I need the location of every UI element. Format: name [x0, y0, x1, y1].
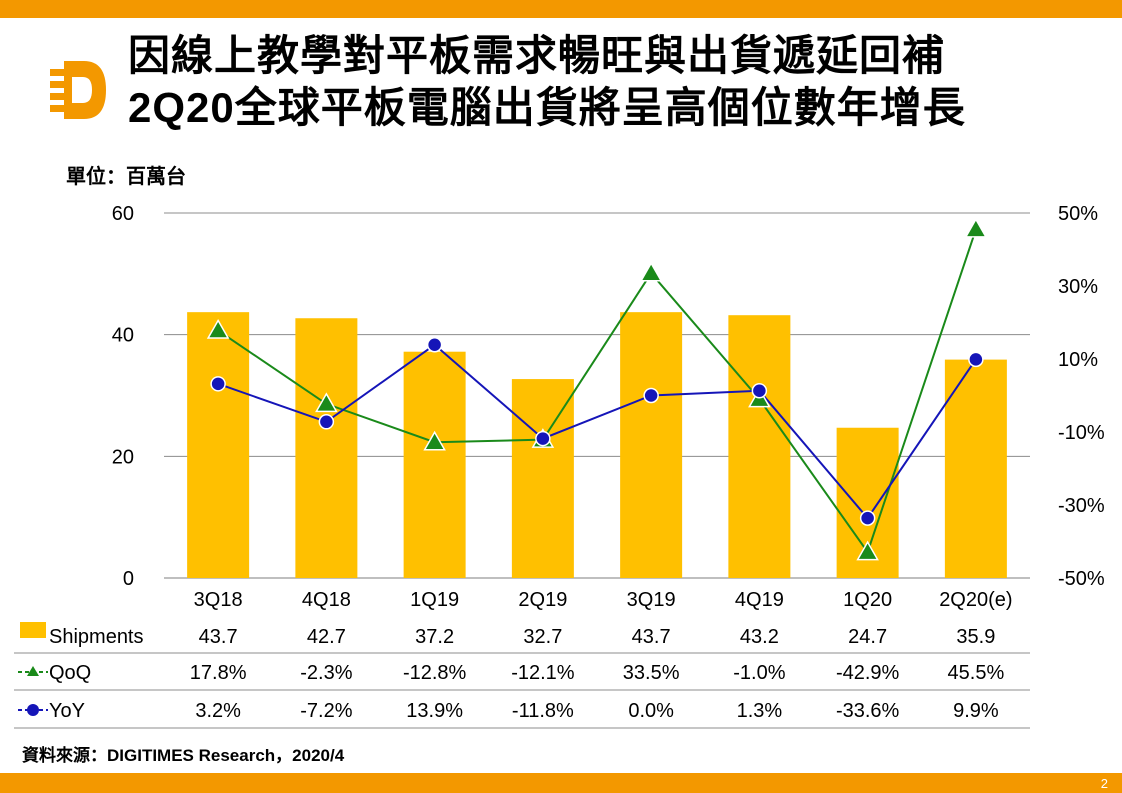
marker-qoq	[639, 261, 663, 282]
table-cell-qoq: -12.1%	[511, 662, 575, 684]
bar-shipments	[295, 318, 358, 578]
page-title: 因線上教學對平板需求暢旺與出貨遞延回補 2Q20全球平板電腦出貨將呈高個位數年增…	[128, 30, 1108, 134]
table-cell-shipments: 42.7	[307, 626, 346, 648]
y-left-tick-label: 0	[123, 568, 134, 590]
x-tick-label: 2Q19	[518, 589, 567, 611]
legend-marker-qoq	[27, 666, 39, 676]
table-cell-shipments: 43.7	[632, 626, 671, 648]
marker-qoq	[964, 217, 988, 238]
y-right-tick-label: -10%	[1058, 422, 1105, 444]
table-cell-yoy: 0.0%	[628, 700, 674, 722]
unit-label: 單位：百萬台	[66, 166, 186, 188]
legend-swatch-shipments	[20, 622, 46, 638]
table-cell-shipments: 24.7	[848, 626, 887, 648]
legend-label-qoq: QoQ	[49, 662, 91, 684]
x-tick-label: 2Q20(e)	[939, 589, 1012, 611]
y-right-tick-label: -30%	[1058, 495, 1105, 517]
x-tick-label: 1Q19	[410, 589, 459, 611]
bottom-accent-bar	[0, 773, 1122, 793]
x-tick-label: 3Q18	[194, 589, 243, 611]
table-cell-yoy: -33.6%	[836, 700, 900, 722]
marker-yoy	[643, 387, 659, 404]
y-right-tick-label: 10%	[1058, 349, 1098, 371]
marker-qoq	[423, 430, 446, 451]
table-cell-qoq: -2.3%	[300, 662, 352, 684]
y-right-tick-label: 30%	[1058, 276, 1098, 298]
x-tick-label: 4Q19	[735, 589, 784, 611]
table-cell-shipments: 43.2	[740, 626, 779, 648]
x-tick-label: 4Q18	[302, 589, 351, 611]
line-yoy	[217, 343, 977, 520]
source-note: 資料來源：DIGITIMES Research，2020/4	[22, 746, 345, 765]
table-cell-yoy: 13.9%	[406, 700, 463, 722]
x-tick-label: 3Q19	[627, 589, 676, 611]
y-left-tick-label: 60	[112, 203, 134, 225]
table-cell-qoq: 33.5%	[623, 662, 680, 684]
y-right-tick-label: 50%	[1058, 203, 1098, 225]
bar-shipments	[728, 315, 791, 578]
table-cell-shipments: 43.7	[199, 626, 238, 648]
table-cell-yoy: 9.9%	[953, 700, 999, 722]
marker-yoy	[210, 376, 226, 392]
title-line-2: 2Q20全球平板電腦出貨將呈高個位數年增長	[128, 84, 966, 131]
table-cell-yoy: 3.2%	[195, 700, 241, 722]
y-right-tick-label: -50%	[1058, 568, 1105, 590]
marker-yoy	[535, 430, 551, 447]
marker-yoy	[751, 383, 768, 399]
y-left-tick-label: 20	[112, 446, 134, 468]
top-accent-bar	[0, 0, 1122, 18]
page-number: 2	[1100, 776, 1108, 791]
line-qoq	[217, 229, 977, 555]
bar-shipments	[511, 379, 574, 578]
table-cell-qoq: 17.8%	[190, 662, 247, 684]
marker-yoy	[426, 337, 443, 353]
legend-label-yoy: YoY	[49, 700, 85, 722]
marker-yoy	[318, 414, 335, 430]
marker-qoq	[206, 319, 230, 339]
x-tick-label: 1Q20	[843, 589, 892, 611]
marker-yoy	[859, 510, 876, 526]
table-cell-qoq: 45.5%	[948, 662, 1005, 684]
marker-qoq	[856, 540, 879, 561]
table-cell-yoy: -11.8%	[512, 700, 574, 722]
table-cell-qoq: -1.0%	[733, 662, 785, 684]
title-line-1: 因線上教學對平板需求暢旺與出貨遞延回補	[128, 32, 946, 79]
table-cell-shipments: 35.9	[956, 626, 995, 648]
y-left-tick-label: 40	[112, 325, 134, 347]
bar-shipments	[944, 359, 1007, 578]
legend-label-shipments: Shipments	[49, 626, 144, 648]
marker-qoq	[315, 392, 338, 413]
table-cell-qoq: -12.8%	[403, 662, 467, 684]
legend-marker-yoy	[27, 704, 39, 716]
table-cell-shipments: 37.2	[415, 626, 454, 648]
bar-shipments	[187, 312, 250, 578]
digitimes-logo-icon	[50, 61, 106, 119]
marker-yoy	[968, 351, 984, 368]
table-cell-yoy: -7.2%	[300, 700, 352, 722]
table-cell-yoy: 1.3%	[737, 700, 783, 722]
bar-shipments	[620, 312, 683, 578]
table-cell-qoq: -42.9%	[836, 662, 900, 684]
bar-shipments	[403, 351, 466, 578]
table-cell-shipments: 32.7	[523, 626, 562, 648]
